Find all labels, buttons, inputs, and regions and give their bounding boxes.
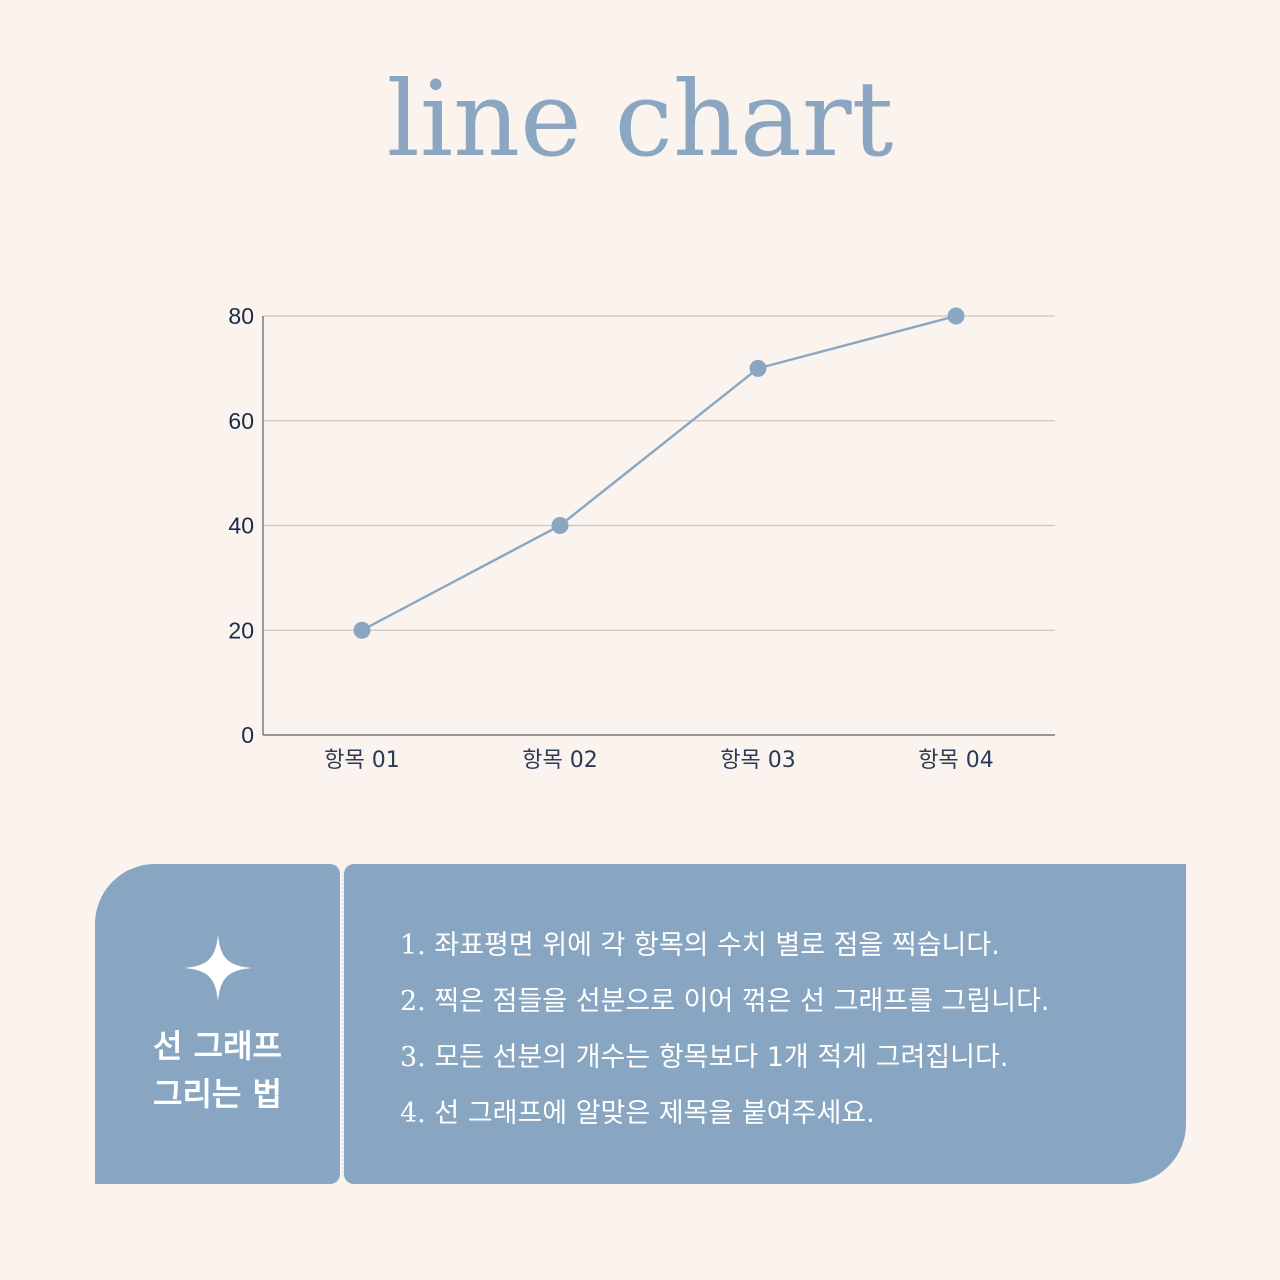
page-title: line chart bbox=[386, 58, 894, 180]
grid-lines bbox=[263, 315, 1055, 631]
y-tick-label: 60 bbox=[228, 408, 254, 434]
step-number: 2. bbox=[400, 986, 426, 1017]
y-tick-labels: 0 20 40 60 80 bbox=[228, 303, 254, 748]
step-number: 1. bbox=[400, 930, 426, 961]
step-item: 3. 모든 선분의 개수는 항목보다 1개 적게 그려집니다. bbox=[400, 1030, 1050, 1086]
y-tick-label: 0 bbox=[241, 722, 254, 748]
data-point bbox=[947, 307, 965, 325]
data-point bbox=[749, 359, 767, 377]
x-tick-label: 항목 03 bbox=[720, 748, 795, 773]
step-text: 모든 선분의 개수는 항목보다 1개 적게 그려집니다. bbox=[425, 1042, 1009, 1073]
how-to-title-line2: 그리는 법 bbox=[153, 1075, 282, 1113]
info-panel-left bbox=[95, 864, 340, 1184]
x-tick-labels: 항목 01 항목 02 항목 03 항목 04 bbox=[324, 748, 993, 773]
step-item: 2. 찍은 점들을 선분으로 이어 꺾은 선 그래프를 그립니다. bbox=[400, 974, 1050, 1030]
x-tick-label: 항목 04 bbox=[918, 748, 993, 773]
line-chart: 0 20 40 60 80 항목 01 항목 02 항목 03 항목 04 bbox=[228, 303, 1055, 773]
how-to-title-line1: 선 그래프 bbox=[153, 1027, 282, 1065]
y-tick-label: 20 bbox=[228, 617, 254, 643]
panel-divider bbox=[342, 872, 344, 1176]
y-tick-label: 40 bbox=[228, 513, 254, 539]
sparkle-icon bbox=[184, 934, 252, 1002]
series-line-path bbox=[361, 314, 957, 632]
data-point bbox=[551, 517, 569, 534]
chart-axes bbox=[262, 316, 1055, 736]
steps-list: 1. 좌표평면 위에 각 항목의 수치 별로 점을 찍습니다. 2. 찍은 점들… bbox=[400, 918, 1050, 1142]
info-panel-right bbox=[344, 864, 1186, 1184]
data-point bbox=[353, 621, 371, 639]
x-tick-label: 항목 02 bbox=[522, 748, 597, 773]
step-number: 4. bbox=[400, 1098, 426, 1129]
step-text: 좌표평면 위에 각 항목의 수치 별로 점을 찍습니다. bbox=[425, 930, 1000, 961]
step-item: 1. 좌표평면 위에 각 항목의 수치 별로 점을 찍습니다. bbox=[400, 918, 1050, 974]
how-to-title: 선 그래프 그리는 법 bbox=[95, 1022, 340, 1118]
step-text: 찍은 점들을 선분으로 이어 꺾은 선 그래프를 그립니다. bbox=[425, 986, 1050, 1017]
series-line bbox=[361, 314, 957, 632]
step-number: 3. bbox=[400, 1042, 426, 1073]
step-item: 4. 선 그래프에 알맞은 제목을 붙여주세요. bbox=[400, 1086, 1050, 1142]
series-points bbox=[353, 307, 965, 639]
step-text: 선 그래프에 알맞은 제목을 붙여주세요. bbox=[425, 1098, 875, 1129]
y-tick-label: 80 bbox=[228, 303, 254, 329]
x-tick-label: 항목 01 bbox=[324, 748, 399, 773]
